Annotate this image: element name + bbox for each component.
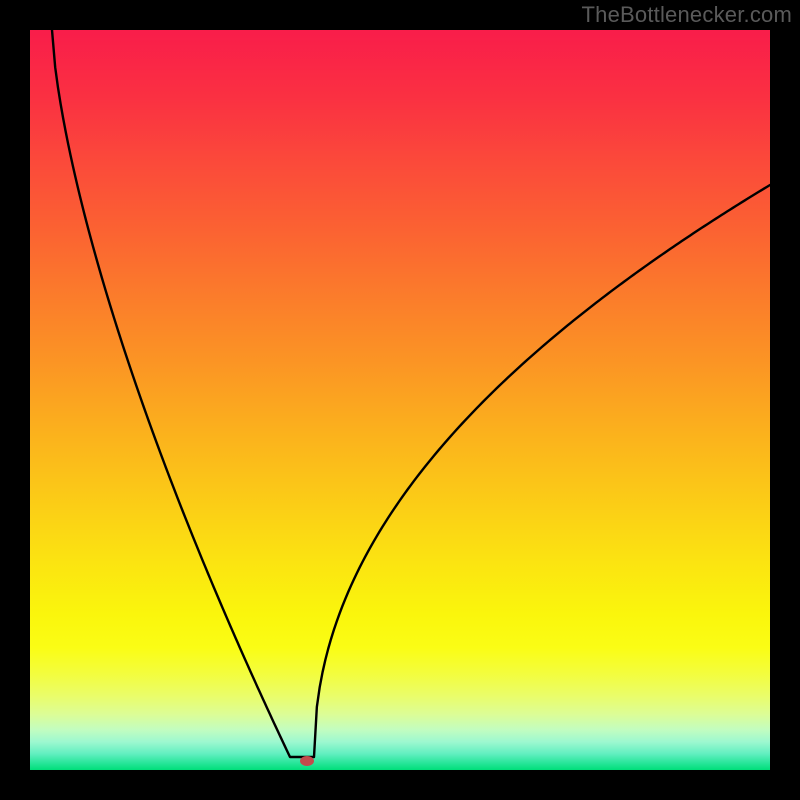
watermark-label: TheBottlenecker.com [582, 2, 792, 28]
optimal-point-marker [300, 756, 314, 766]
bottleneck-v-curve-chart [30, 30, 770, 770]
plot-area [30, 30, 770, 770]
chart-frame: TheBottlenecker.com [0, 0, 800, 800]
